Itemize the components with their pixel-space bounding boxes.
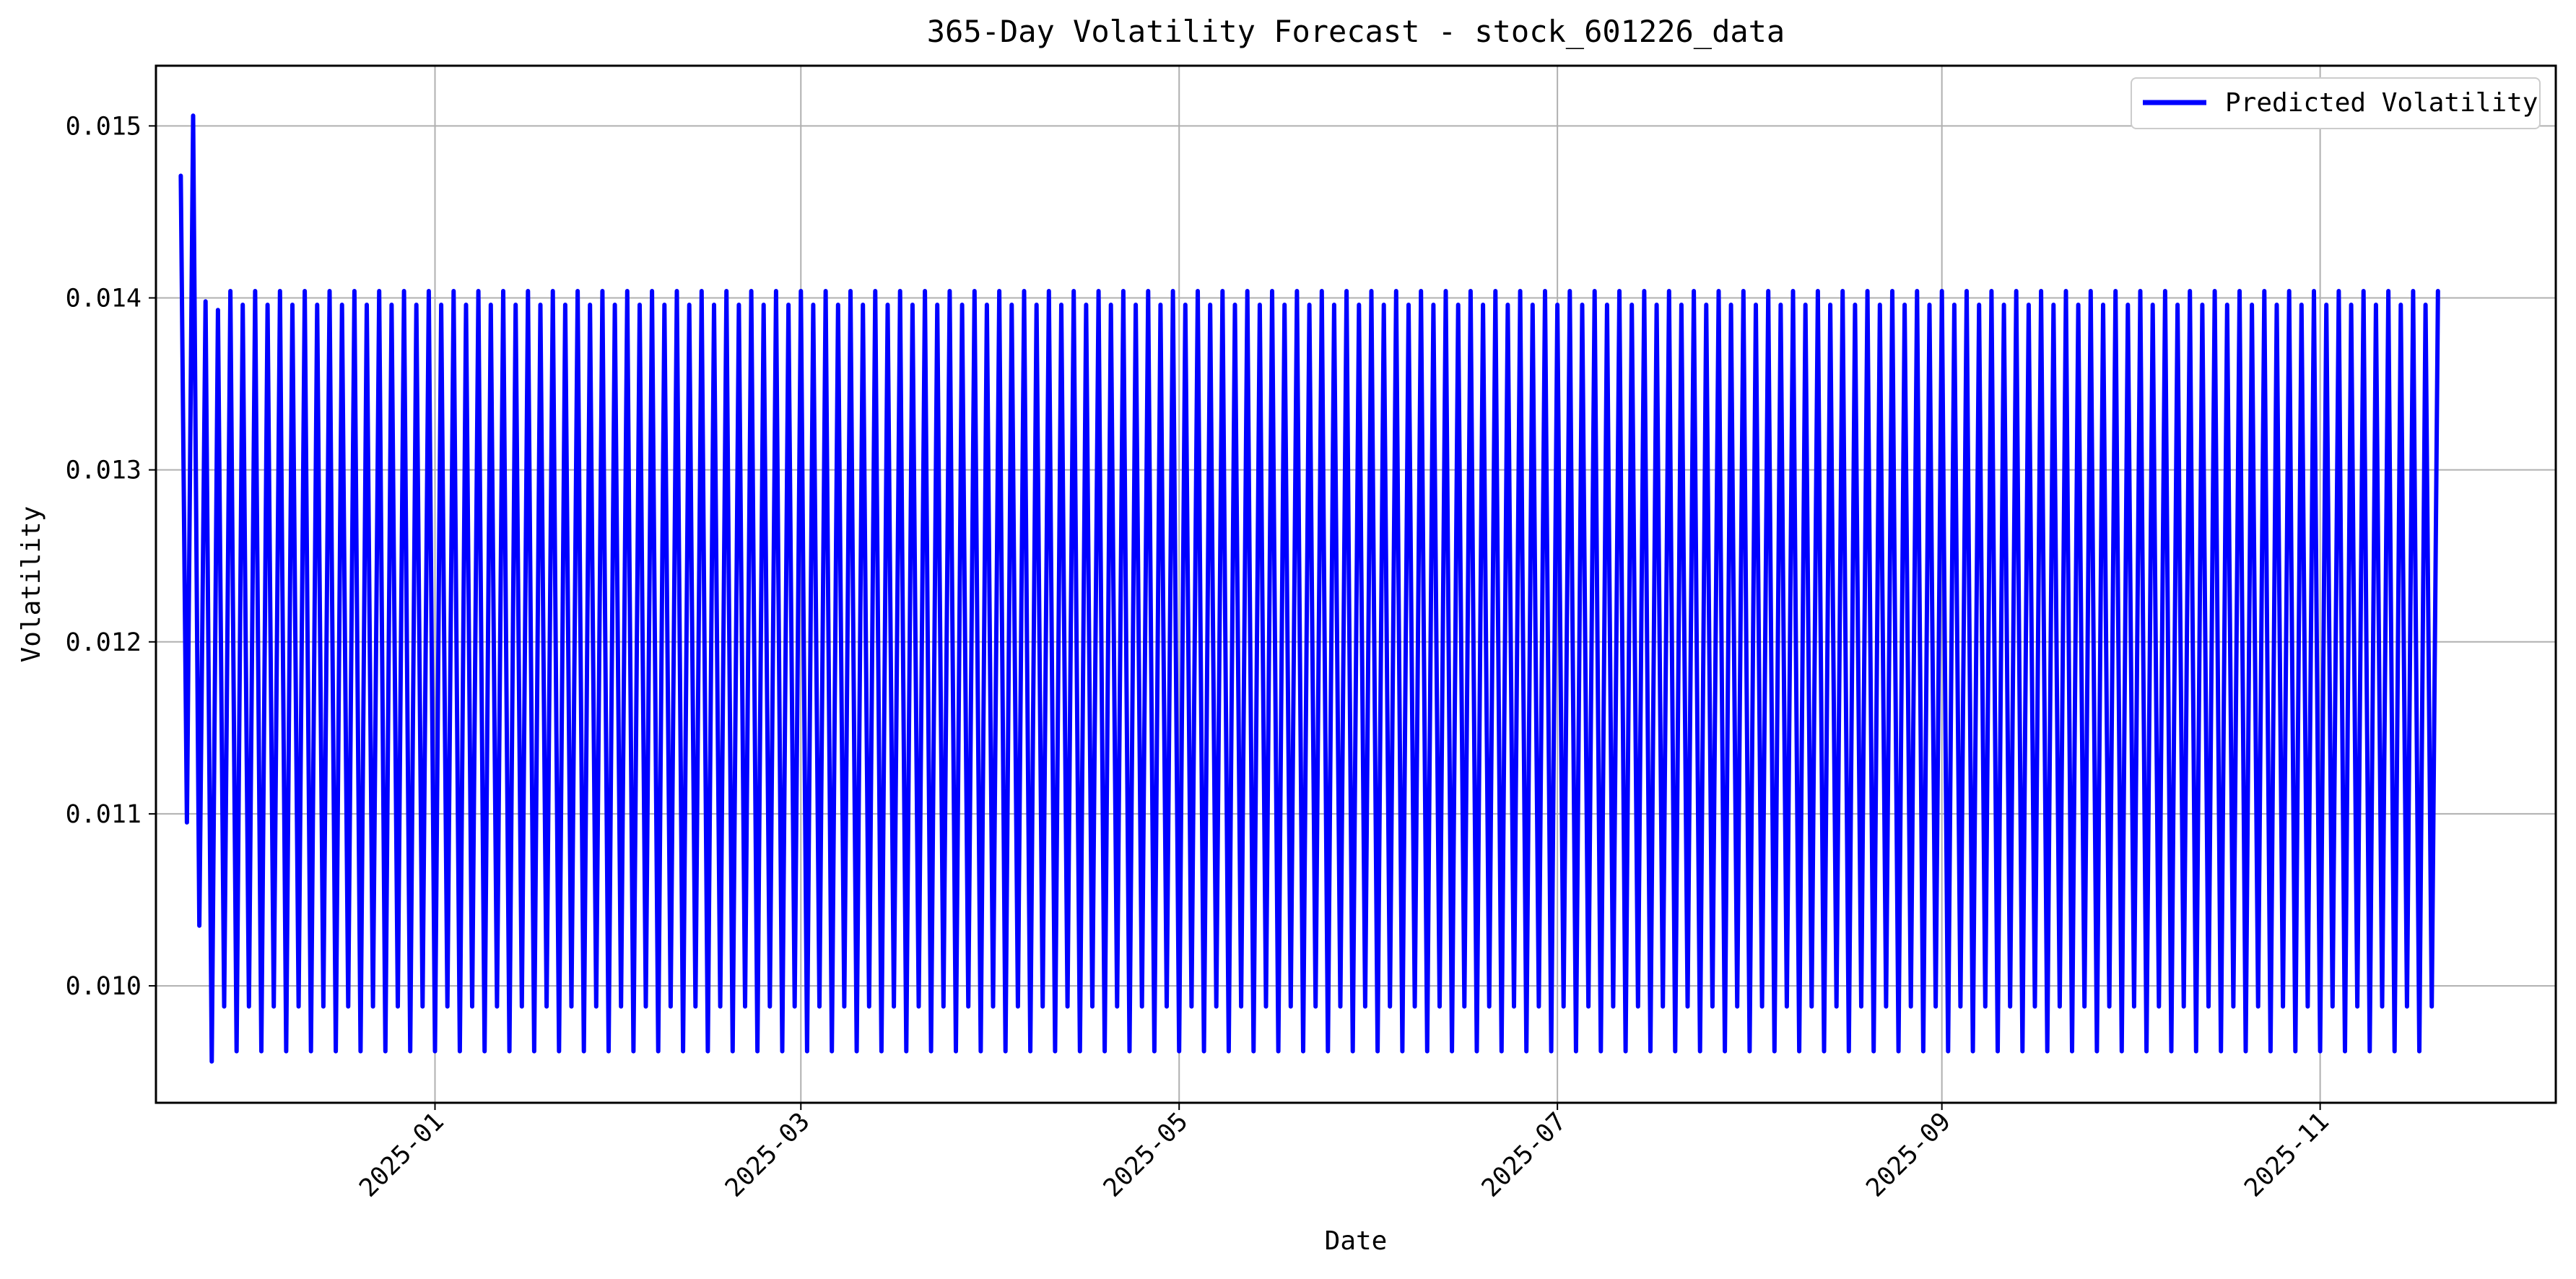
legend-box	[2131, 77, 2541, 129]
y-tick-label: 0.011	[66, 800, 142, 829]
y-axis-ticks: 0.010 0.011 0.012 0.013 0.014 0.015	[66, 112, 156, 1001]
x-axis-label: Date	[1325, 1226, 1388, 1256]
y-tick-label: 0.015	[66, 112, 142, 141]
chart-title: 365-Day Volatility Forecast - stock_6012…	[927, 14, 1785, 49]
series-line-predicted-volatility	[178, 113, 2440, 1064]
y-tick-label: 0.012	[66, 628, 142, 657]
plot-area-frame	[155, 64, 2557, 1104]
legend: Predicted Volatility	[2131, 77, 2541, 129]
legend-label-predicted-volatility: Predicted Volatility	[2225, 88, 2538, 118]
y-axis-label: Volatility	[17, 506, 46, 663]
y-tick-label: 0.013	[66, 456, 142, 485]
y-tick-label: 0.010	[66, 972, 142, 1001]
y-tick-label: 0.014	[66, 284, 142, 313]
series-layer	[178, 113, 2440, 1064]
